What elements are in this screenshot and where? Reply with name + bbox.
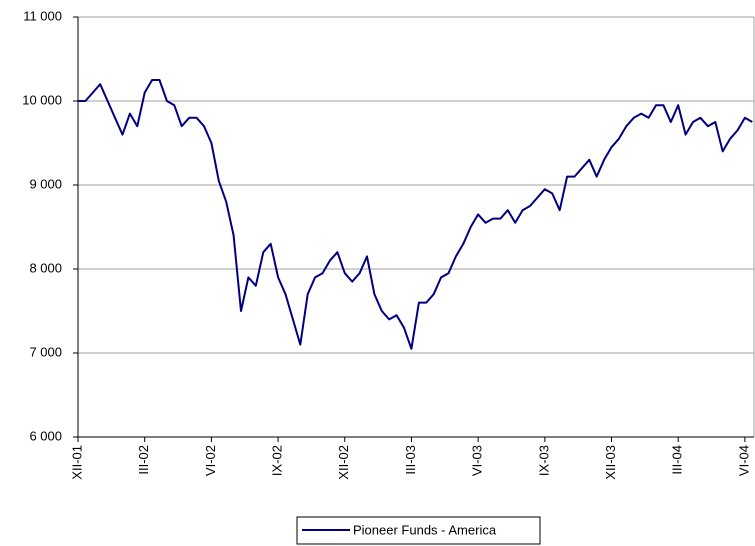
y-tick-label: 7 000 (29, 344, 62, 359)
y-tick-label: 11 000 (23, 8, 62, 23)
y-tick-label: 6 000 (29, 428, 62, 443)
x-tick-label: III-02 (136, 445, 151, 475)
x-tick-label: IX-02 (270, 445, 285, 476)
x-tick-label: III-03 (403, 445, 418, 475)
x-tick-label: III-04 (670, 445, 685, 475)
x-tick-label: VI-04 (736, 445, 751, 476)
x-tick-label: VI-02 (203, 445, 218, 476)
y-tick-label: 8 000 (29, 260, 62, 275)
x-tick-label: XII-02 (336, 445, 351, 480)
x-tick-label: XII-03 (603, 445, 618, 480)
x-tick-label: IX-03 (536, 445, 551, 476)
series-line (78, 79, 753, 350)
x-tick-label: VI-03 (470, 445, 485, 476)
y-tick-label: 10 000 (22, 92, 62, 107)
y-tick-label: 9 000 (29, 176, 62, 191)
legend-label: Pioneer Funds - America (353, 522, 497, 537)
x-tick-label: XII-01 (69, 445, 84, 480)
